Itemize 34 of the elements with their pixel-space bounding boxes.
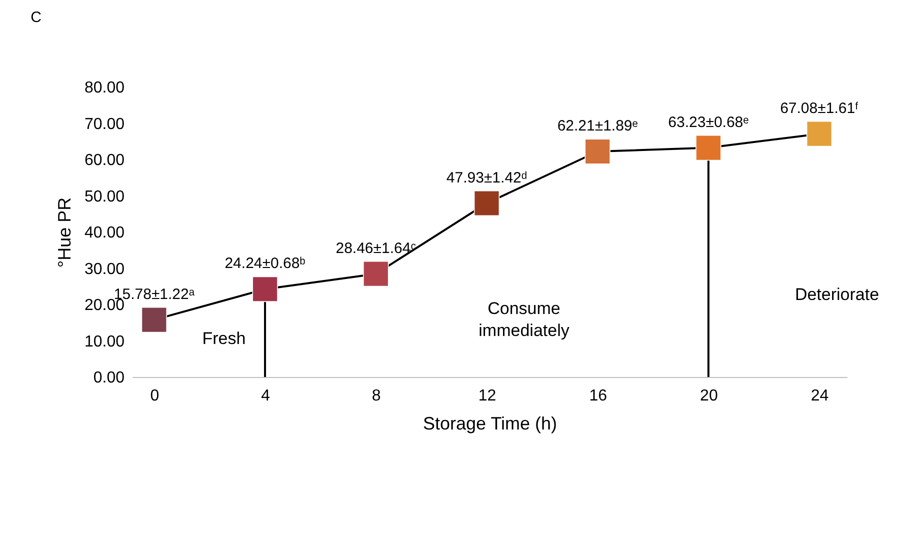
- data-label: 63.23±0.68ᵉ: [668, 114, 750, 131]
- point: [806, 120, 832, 147]
- text: C: [30, 9, 42, 26]
- x-tick-label: 12: [478, 388, 496, 404]
- point: [584, 138, 610, 164]
- point: [252, 276, 278, 302]
- x-tick-label: 20: [700, 388, 718, 404]
- annotation: Deteriorate: [794, 285, 880, 304]
- y-tick-label: 0.00: [93, 370, 125, 386]
- point: [474, 190, 500, 216]
- data-label: 67.08±1.61ᶠ: [780, 100, 860, 117]
- x-tick-label: 8: [372, 388, 381, 404]
- annotation: Consume immediately: [478, 299, 570, 340]
- x-tick-label: 16: [589, 388, 608, 404]
- y-tick-label: 10.00: [84, 333, 125, 350]
- point: [141, 306, 168, 333]
- y-tick-label: 80.00: [84, 80, 125, 96]
- x-tick-label: 4: [261, 388, 270, 404]
- y-tick-label: 30.00: [84, 260, 125, 278]
- point: [696, 134, 722, 161]
- data-label: 28.46±1.64ᶜ: [336, 240, 416, 257]
- x-tick-label: 24: [810, 388, 829, 404]
- y-tick-label: 50.00: [84, 188, 125, 206]
- point: [363, 260, 389, 287]
- x-tick-label: 0: [150, 388, 160, 404]
- y-tick-label: 70.00: [84, 116, 125, 133]
- data-label: 47.93±1.42ᵈ: [446, 169, 528, 186]
- y-axis-title: °Hue PR: [54, 197, 74, 268]
- y-tick-label: 40.00: [84, 224, 125, 242]
- x-axis-title: Storage Time (h): [422, 414, 558, 434]
- data-label: 62.21±1.89ᵉ: [557, 117, 638, 134]
- annotation: Fresh: [202, 329, 246, 348]
- data-label: 24.24±0.68ᵇ: [224, 255, 306, 272]
- y-tick-label: 60.00: [84, 152, 125, 169]
